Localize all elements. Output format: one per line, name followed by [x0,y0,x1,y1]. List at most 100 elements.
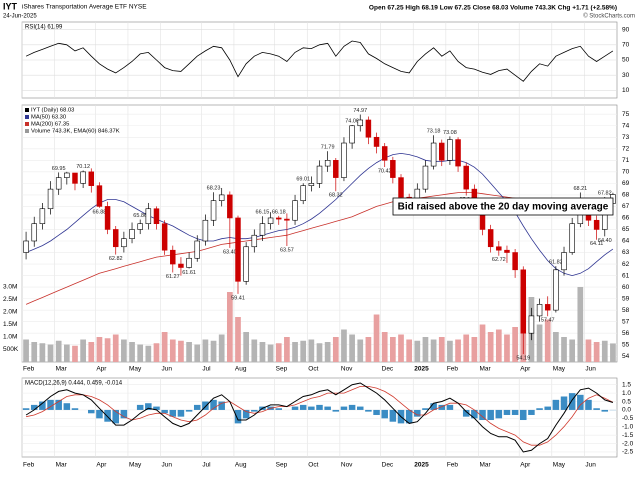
candle-body [202,219,209,242]
macd-histogram-bar [96,409,103,419]
source: © StockCharts.com [583,13,635,20]
y-tick-label: 57 [622,318,630,325]
volume-bar [422,337,429,362]
volume-bar [512,327,518,362]
y-tick-label: 65 [622,226,630,233]
macd-histogram-bar [601,409,609,412]
legend-swatch [25,122,29,126]
macd-signal [26,386,614,446]
x-tick-label: Jun [162,462,173,469]
high-label: 67.82 [598,190,612,196]
candle-body [455,139,461,167]
high-label: 74.97 [353,108,367,114]
candle-body [333,160,339,178]
candle-body [218,194,225,201]
macd-histogram-bar [405,409,413,424]
x-tick-label: May [129,366,142,373]
candle-body [390,160,396,178]
y-tick-label: 72 [622,146,630,153]
volume-bar [349,334,355,362]
candle-body [251,234,258,248]
macd-histogram-bar [202,401,209,410]
volume-bar [31,342,38,362]
macd-line [25,382,614,453]
volume-bar [96,337,103,362]
volume-bar [178,340,184,362]
macd-histogram-bar [511,409,519,415]
candle-body [235,217,241,282]
macd-histogram-bar [430,403,437,410]
x-tick-label: Dec [382,366,394,373]
x-tick-label: Apr [96,462,107,469]
candle-body [276,217,282,220]
volume-tick-label: 1.5M [3,321,17,328]
candle-body [80,171,86,184]
x-tick-label: Feb [447,366,459,373]
volume-bar [284,337,290,362]
volume-bar [577,287,584,362]
y-tick-label: 55 [622,341,630,348]
x-tick-label: 2025 [414,366,429,373]
macd-histogram-bar [210,399,217,410]
high-label: 68.23 [207,186,221,192]
volume-bar [145,345,152,362]
y-tick-label: 66 [622,215,630,222]
candle-body [463,165,469,190]
volume-bar [308,339,315,362]
volume-bar [553,332,559,362]
volume-bar [210,340,217,362]
volume-bar [332,337,339,362]
macd-tick-label: -2.5 [622,449,634,456]
volume-bar [226,292,233,362]
volume-bar [569,339,576,362]
macd-histogram-bar [251,409,258,412]
low-label: 64.40 [598,238,612,244]
candle-body [104,206,111,230]
volume-bar [455,339,461,362]
volume-bar [438,337,445,362]
macd-histogram-bar [332,409,340,412]
candle-body [23,240,29,253]
volume-bar [398,334,404,362]
rsi-line [25,40,614,82]
candle-body [512,252,518,271]
candle-body [145,208,152,225]
volume-bar [243,332,249,362]
volume-bar [55,340,62,362]
x-tick-label: Jul [202,366,211,373]
high-label: 66.18 [272,209,286,215]
volume-bar [471,337,478,362]
macd-histogram-bar [422,408,429,410]
macd-histogram-bar [185,409,193,412]
volume-bar [357,339,364,362]
x-tick-label: Feb [23,462,35,469]
candle-body [365,119,372,138]
rsi-tick-label: 90 [622,26,630,33]
volume-bar [112,334,119,362]
candle-body [430,142,437,167]
macd-histogram-bar [373,409,380,415]
macd-histogram-bar [193,404,201,410]
volume-bar [593,342,600,362]
rsi-tick-label: 10 [622,87,630,94]
low-label: 61.27 [166,274,180,280]
volume-bar [235,317,241,362]
high-label: 71.79 [321,145,335,151]
candle-body [341,142,347,178]
candle-body [284,218,290,221]
legend-entry: IYT (Daily) 68.03 [31,108,74,114]
rsi-tick-label: 50 [622,57,630,64]
candle-body [602,214,608,230]
macd-histogram-bar [242,409,250,419]
subtitle: iShares Transportation Average ETF NYSE [22,4,147,11]
legend-entry: MA(50) 63.30 [31,115,66,121]
x-tick-label: Feb [447,462,459,469]
candle-body [137,223,143,230]
macd-histogram-bar [71,408,79,410]
high-label: 74.06 [345,119,359,125]
macd-tick-label: -2.0 [622,440,634,447]
candle-body [593,219,600,230]
rsi-tick-label: 30 [622,72,630,79]
macd-histogram-bar [88,409,95,414]
volume-bar [463,334,470,362]
